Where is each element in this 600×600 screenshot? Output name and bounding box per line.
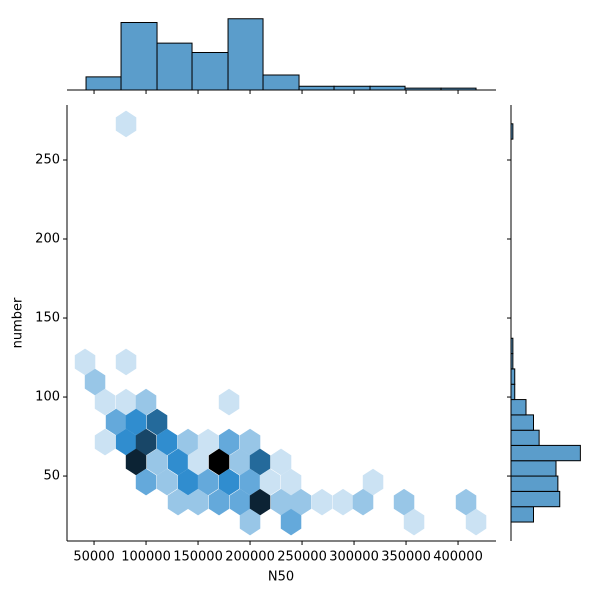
right-hist-bar (510, 460, 557, 477)
hex-cell (280, 468, 302, 496)
hex-cell (208, 448, 230, 476)
hex-cell (465, 508, 487, 536)
right-hist-bar (510, 506, 534, 523)
hex-cell (94, 388, 116, 416)
top-hist-bar (120, 22, 158, 91)
hex-cell (187, 488, 209, 516)
hex-cell (156, 428, 178, 456)
right-hist-bar (510, 414, 534, 431)
y-tick-label: 250 (35, 152, 60, 167)
top-hist-bar (333, 85, 371, 91)
hex-cell (239, 428, 261, 456)
hex-cell (156, 468, 178, 496)
x-tick-label: 200000 (225, 550, 275, 565)
top-hist-bar (227, 18, 264, 91)
hex-cell (135, 388, 157, 416)
hex-cell (135, 428, 157, 456)
hex-cell (115, 428, 137, 456)
hex-cell (259, 468, 281, 496)
top-hist-bar (440, 87, 477, 91)
top-hist-bar (369, 85, 406, 91)
hex-cell (280, 508, 302, 536)
hex-cell (187, 448, 209, 476)
hex-cell (167, 448, 189, 476)
right-hist-bar (510, 490, 561, 508)
hex-cell (197, 428, 219, 456)
hex-cell (115, 388, 137, 416)
hex-cell (74, 348, 96, 376)
top-hist-bar (298, 85, 335, 91)
hex-cell (125, 408, 147, 436)
hex-cell (311, 488, 333, 516)
x-tick-label: 300000 (329, 550, 379, 565)
right-hist-bar (510, 337, 514, 355)
top-hist-bar (191, 52, 229, 91)
x-tick-label: 350000 (381, 550, 431, 565)
hex-cell (105, 408, 127, 436)
x-tick-label: 400000 (433, 550, 483, 565)
x-tick-label: 150000 (173, 550, 223, 565)
top-hist-bar (156, 42, 193, 91)
right-hist-bar (510, 429, 540, 446)
hex-cell (362, 468, 384, 496)
right-hist-bar (510, 399, 527, 416)
hex-cell (115, 348, 137, 376)
right-hist-bar (510, 353, 514, 370)
hex-cell (229, 488, 251, 516)
x-axis-label: N50 (268, 570, 294, 585)
y-axis-label: number (11, 297, 26, 348)
hex-cell (239, 468, 261, 496)
top-hist-bar (85, 76, 122, 91)
right-hist-bar (510, 123, 514, 140)
hex-cell (455, 488, 477, 516)
hex-cell (290, 488, 312, 516)
hex-cell (218, 428, 240, 456)
hex-cell (403, 508, 425, 536)
hex-cell (249, 488, 271, 516)
hex-cell (146, 408, 168, 436)
hex-cell (125, 448, 147, 476)
right-hist-bar (510, 368, 516, 385)
top-hist-bar (404, 87, 442, 91)
hex-cell (218, 388, 240, 416)
hex-cell (208, 488, 230, 516)
hex-cell (352, 488, 374, 516)
right-hist-bar (510, 383, 516, 401)
y-tick-label: 150 (35, 311, 60, 326)
y-tick-label: 50 (43, 469, 60, 484)
hex-cell (135, 468, 157, 496)
y-tick-label: 100 (35, 390, 60, 405)
hex-cell (229, 448, 251, 476)
hex-cell (393, 488, 415, 516)
hex-cell (249, 448, 271, 476)
right-hist-bar (510, 444, 581, 462)
hex-cell (167, 488, 189, 516)
x-tick-label: 100000 (121, 550, 171, 565)
right-hist-bar (510, 475, 559, 492)
hex-cell (146, 448, 168, 476)
hex-cell (115, 110, 137, 138)
hex-cell (94, 428, 116, 456)
hex-cell (332, 488, 354, 516)
hex-cell (270, 448, 292, 476)
hex-cell (239, 508, 261, 536)
x-tick-label: 50000 (73, 550, 114, 565)
hex-cell (177, 468, 199, 496)
hex-cell (197, 468, 219, 496)
top-hist-bar (262, 74, 300, 91)
hex-cell (270, 488, 292, 516)
hex-cell (84, 368, 106, 396)
y-tick-label: 200 (35, 232, 60, 247)
hex-cell (218, 468, 240, 496)
hex-cell (177, 428, 199, 456)
x-tick-label: 250000 (277, 550, 327, 565)
